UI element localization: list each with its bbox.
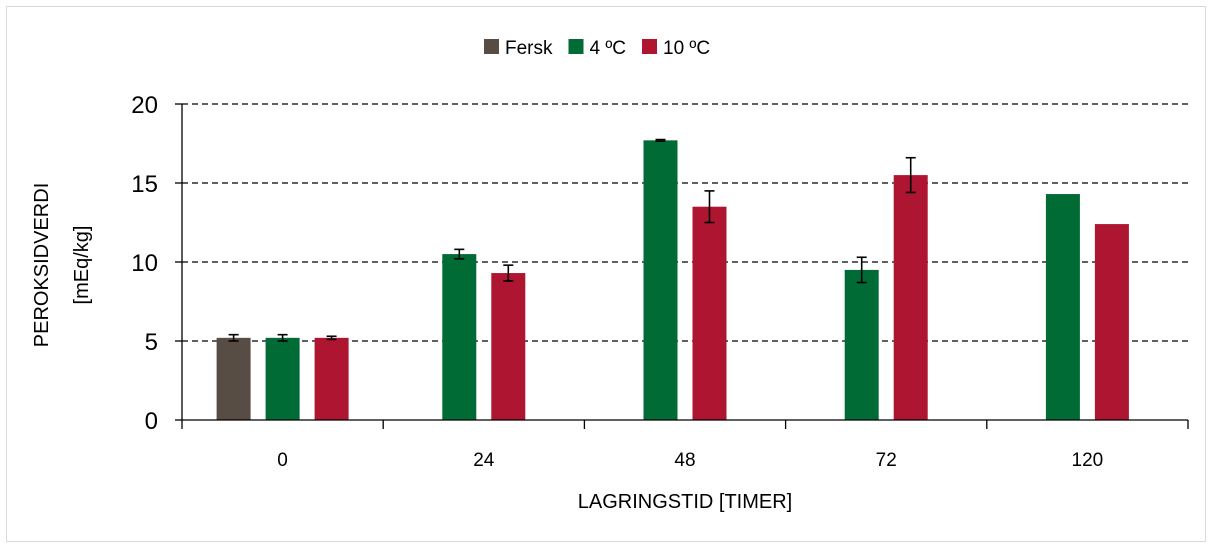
x-tick-label: 72 (876, 450, 897, 471)
y-tick-label: 10 (131, 250, 158, 277)
bar (216, 337, 251, 420)
bar (692, 206, 727, 420)
bar (442, 254, 477, 420)
y-tick-label: 0 (145, 408, 158, 435)
bar (491, 273, 526, 420)
legend-label: 4 ºC (590, 38, 627, 59)
bar (643, 140, 678, 420)
bar (265, 337, 300, 420)
bar (314, 337, 349, 420)
y-tick-label: 5 (145, 329, 158, 356)
y-axis-title: PEROKSIDVERDI (31, 183, 53, 347)
x-tick-label: 48 (674, 450, 695, 471)
x-tick-label: 24 (473, 450, 495, 471)
legend-swatch (484, 39, 499, 54)
x-tick-label: 120 (1072, 450, 1104, 471)
y-tick-label: 15 (131, 171, 158, 198)
bar (893, 175, 928, 420)
legend-label: 10 ºC (663, 38, 710, 59)
bar (844, 269, 879, 420)
legend-label: Fersk (505, 38, 553, 59)
chart-frame (6, 6, 1206, 542)
legend-swatch (568, 39, 584, 54)
bar (1045, 194, 1080, 420)
bar (1094, 224, 1129, 420)
legend-swatch (642, 39, 658, 54)
x-axis-title: LAGRINGSTID [TIMER] (578, 491, 792, 513)
x-tick-label: 0 (277, 450, 288, 471)
y-tick-label: 20 (131, 92, 158, 119)
y-axis-title-unit: [mEq/kg] (71, 226, 93, 305)
